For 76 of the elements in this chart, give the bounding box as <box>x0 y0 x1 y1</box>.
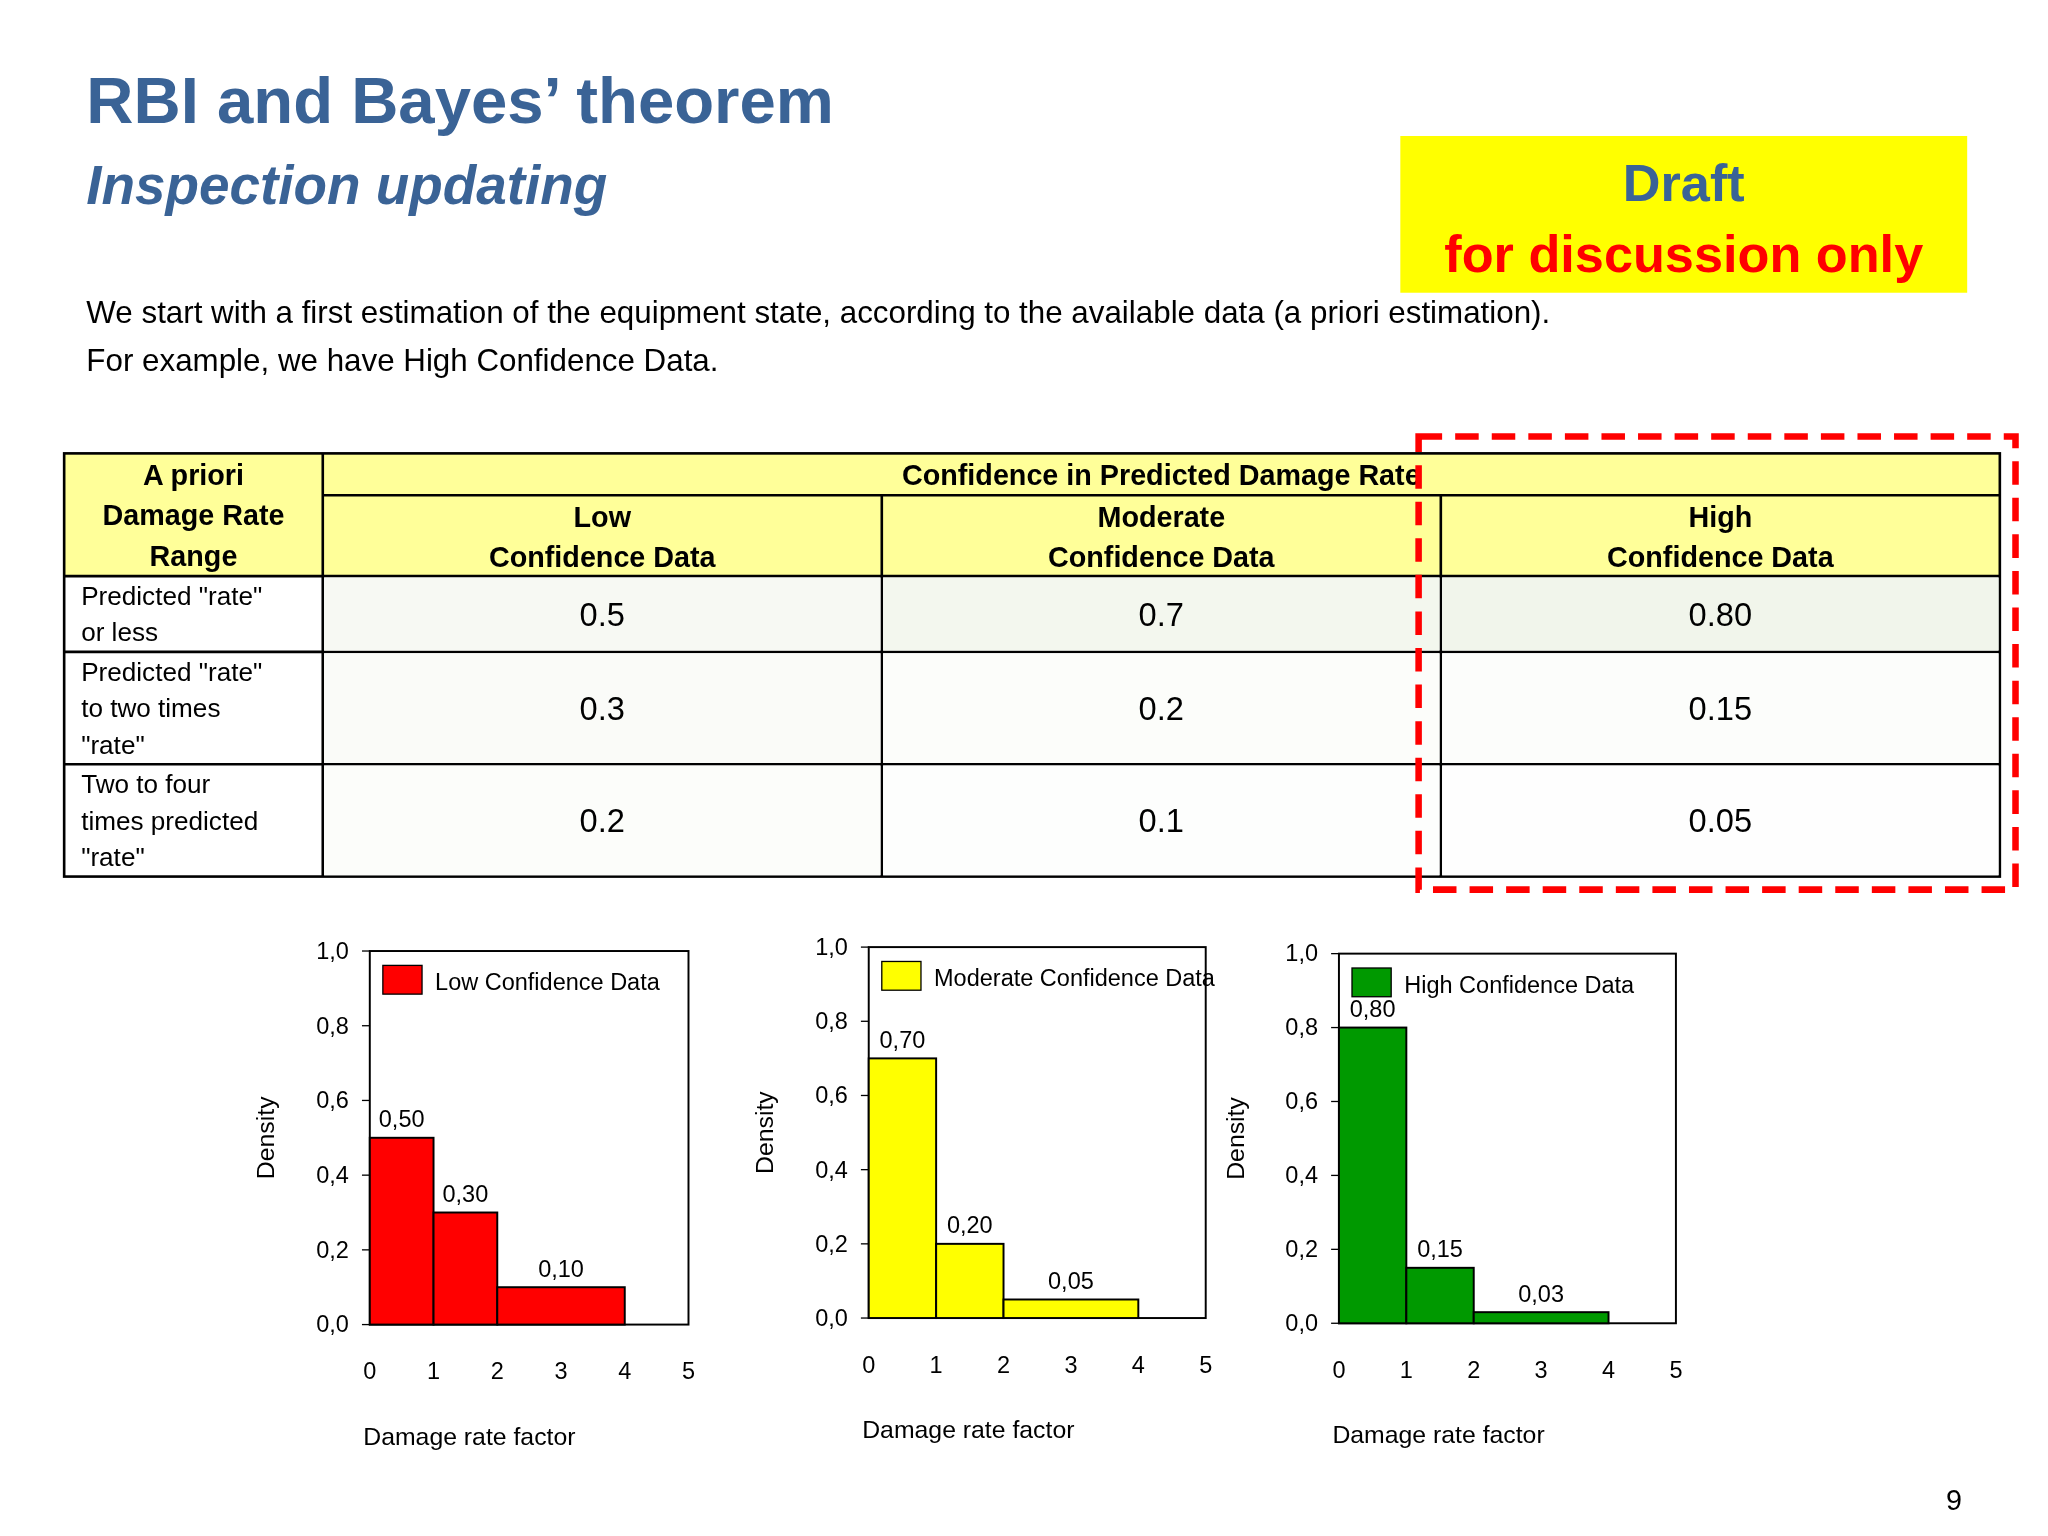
text: We start with a first estimation of the equipment state, according to the available data (a priori estimation). <box>86 294 1551 330</box>
y-tick-label: 0,4 <box>316 1161 349 1188</box>
data-label: 0.3 <box>579 689 625 727</box>
data-label: 0,15 <box>1417 1236 1463 1263</box>
legend-label: Low Confidence Data <box>435 969 661 996</box>
y-tick-label: Predicted "rate" or less <box>81 580 263 648</box>
y-tick-label: 0,6 <box>815 1082 848 1109</box>
data-label: 0,30 <box>442 1181 489 1208</box>
y-tick-label: 1,0 <box>815 933 848 960</box>
y-tick-label: 0,6 <box>1285 1088 1319 1115</box>
x-tick-label: 3 <box>554 1358 568 1385</box>
x-tick-label: 4 <box>1131 1351 1145 1378</box>
y-tick-label: 0,4 <box>815 1156 848 1183</box>
data-label: 0.7 <box>1138 595 1184 633</box>
y-tick-label: 0,0 <box>1285 1310 1319 1337</box>
data-label: 0,05 <box>1048 1268 1094 1295</box>
y-axis-title: Density <box>1221 1096 1249 1180</box>
data-label: 0.1 <box>1138 802 1184 840</box>
x-tick-label: 0 <box>862 1351 876 1378</box>
data-label: 0,10 <box>538 1255 584 1282</box>
text: RBI and Bayes’ theorem <box>86 63 834 137</box>
y-tick-label: 0,0 <box>815 1304 848 1331</box>
data-label: 0,20 <box>946 1212 993 1239</box>
y-tick-label: 0,0 <box>316 1311 349 1338</box>
y-tick-label: 0,8 <box>316 1012 349 1039</box>
text: Draft <box>1622 154 1745 213</box>
data-label: 0,50 <box>378 1106 425 1133</box>
x-tick-label: 5 <box>1669 1357 1683 1384</box>
x-tick-label: 3 <box>1064 1351 1078 1378</box>
y-tick-label: 0,2 <box>815 1230 848 1257</box>
data-label: 0.2 <box>1138 689 1184 727</box>
y-tick-label: 0,8 <box>1285 1014 1319 1041</box>
x-tick-label: 2 <box>490 1358 504 1385</box>
y-tick-label: 1,0 <box>1285 940 1319 967</box>
text: for discussion only <box>1444 224 1924 283</box>
y-tick-label: Two to four times predicted "rate" <box>81 768 259 873</box>
y-axis-title: A priori Damage Rate Range <box>102 458 285 572</box>
y-axis-title: Density <box>751 1090 779 1174</box>
x-tick-label: 5 <box>681 1358 696 1385</box>
data-label: 0.15 <box>1688 689 1753 727</box>
x-tick-label: 3 <box>1534 1357 1548 1384</box>
x-axis-title: Damage rate factor <box>862 1416 1075 1444</box>
x-tick-label: 2 <box>996 1351 1011 1378</box>
x-tick-label: 0 <box>363 1358 377 1385</box>
legend-label: High Confidence Data <box>1404 971 1636 998</box>
y-tick-label: 0,8 <box>815 1008 848 1035</box>
data-label: 0.80 <box>1688 595 1753 633</box>
data-label: 0.05 <box>1688 802 1753 840</box>
text: For example, we have High Confidence Data. <box>86 343 719 379</box>
x-tick-label: 4 <box>618 1358 632 1385</box>
x-tick-label: 0 <box>1332 1357 1346 1384</box>
x-tick-label: High Confidence Data <box>1607 500 1835 574</box>
data-label: 0,70 <box>879 1026 926 1053</box>
x-axis-title: Damage rate factor <box>1332 1421 1545 1449</box>
x-tick-label: 1 <box>427 1358 441 1385</box>
y-tick-label: 0,2 <box>1285 1236 1319 1263</box>
x-tick-label: Low Confidence Data <box>488 500 717 574</box>
y-axis-title: Density <box>252 1095 280 1180</box>
y-tick-label: 0,4 <box>1285 1162 1319 1189</box>
data-label: 0,80 <box>1349 996 1396 1023</box>
y-tick-label: Predicted "rate" to two times "rate" <box>81 656 263 760</box>
y-tick-label: 0,6 <box>316 1087 349 1114</box>
x-tick-label: Moderate Confidence Data <box>1048 500 1276 574</box>
x-tick-label: 5 <box>1199 1351 1213 1378</box>
data-label: 0.2 <box>579 802 625 840</box>
data-label: 0.5 <box>579 595 625 633</box>
text: 9 <box>1945 1484 1962 1517</box>
y-tick-label: 1,0 <box>316 937 349 964</box>
text: Inspection updating <box>86 153 608 216</box>
x-tick-label: 1 <box>929 1351 943 1378</box>
x-axis-title: Damage rate factor <box>363 1422 576 1450</box>
y-tick-label: 0,2 <box>316 1236 349 1263</box>
data-label: 0,03 <box>1518 1280 1564 1307</box>
x-tick-label: 2 <box>1467 1357 1481 1384</box>
x-tick-label: 4 <box>1601 1357 1616 1384</box>
x-tick-label: 1 <box>1399 1357 1413 1384</box>
